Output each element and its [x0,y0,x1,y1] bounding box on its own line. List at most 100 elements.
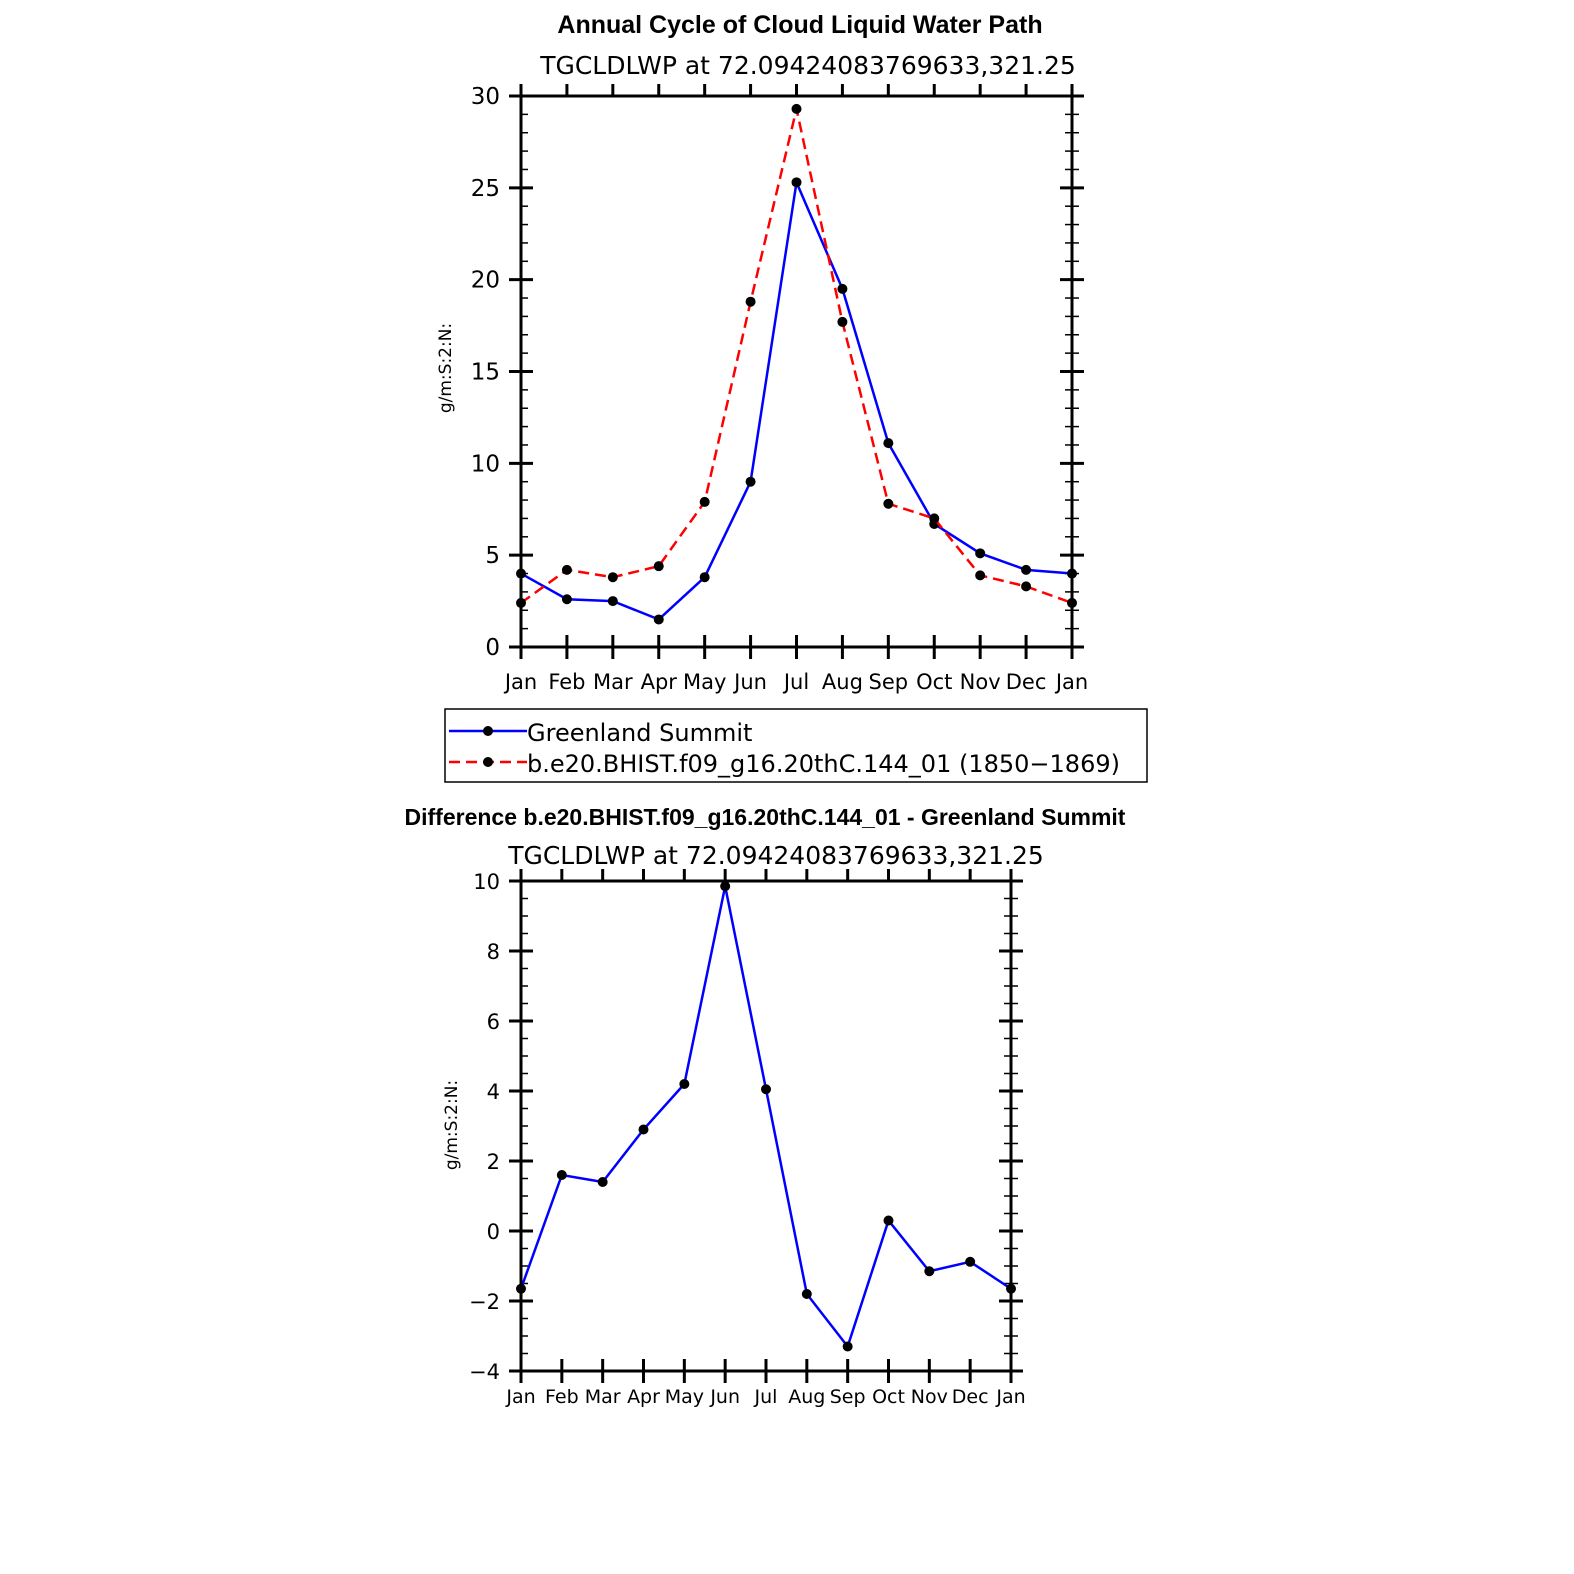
x-tick-label: Jul [754,1386,778,1408]
y-tick-label: 25 [471,176,500,202]
x-tick-label: Jan [1054,670,1088,694]
series-group [516,103,1077,625]
y-tick-label: 10 [471,451,500,477]
data-point [761,1084,771,1095]
legend-box [444,708,1148,783]
chart-subtitle: TGCLDLWP at 72.09424083769633,321.25 [539,51,1076,80]
data-point [924,1266,935,1277]
data-point [638,1124,649,1135]
series-line [520,177,1073,621]
y-tick-labels: 0 5 10 15 20 25 30 [471,84,500,661]
y-tick-label: 10 [473,870,500,894]
data-point [745,296,756,307]
data-point [653,561,664,572]
data-point [597,1177,608,1187]
data-point [607,596,618,607]
data-point [607,572,618,583]
x-tick-label: Oct [916,670,952,694]
x-tick-label: Mar [585,1386,621,1408]
data-point [653,614,664,625]
data-point [1021,564,1032,575]
difference-chart: Difference b.e20.BHIST.f09_g16.20thC.144… [405,804,1126,1408]
x-tick-label: Sep [830,1386,866,1408]
chart-subtitle: TGCLDLWP at 72.09424083769633,321.25 [507,841,1044,870]
data-point [1021,581,1032,592]
data-point [837,316,848,327]
legend-marker-greenland [483,726,493,736]
ticks [509,84,1084,659]
data-point [699,496,710,507]
data-point [791,177,802,188]
x-tick-label: Jan [503,670,537,694]
y-tick-labels: −4 −2 0 2 4 6 8 10 [469,870,500,1384]
x-tick-label: Aug [822,670,863,694]
chart-title: Annual Cycle of Cloud Liquid Water Path [557,11,1042,39]
plot-frame [519,94,1074,649]
data-point [883,498,894,509]
y-axis-label: g/m:S:2:N: [436,323,456,413]
y-tick-label: 0 [487,1220,500,1244]
y-tick-label: 4 [487,1080,500,1104]
x-tick-labels: Jan Feb Mar Apr May Jun Jul Aug Sep Oct Nov Dec Jan [505,1386,1025,1408]
data-point [975,548,986,559]
data-point [561,564,572,575]
legend: Greenland Summit b.e20.BHIST.f09_g16.20t… [444,708,1148,783]
series-line [519,885,1012,1350]
y-axis-label: g/m:S:2:N: [442,1080,462,1170]
y-tick-label: 15 [471,360,500,386]
y-tick-label: −4 [469,1360,500,1384]
data-point [975,570,986,581]
x-tick-label: Nov [960,670,1001,694]
series-group [516,881,1016,1352]
data-point [883,438,894,449]
data-point [561,594,572,605]
annual-cycle-chart: Annual Cycle of Cloud Liquid Water Path … [436,11,1088,694]
ticks [509,869,1023,1383]
y-tick-label: −2 [469,1290,500,1314]
legend-marker-model [483,757,493,767]
x-tick-label: Apr [627,1386,660,1408]
data-point [883,1215,894,1226]
data-point [745,476,756,487]
x-tick-label: Sep [869,670,909,694]
data-point [837,283,848,294]
x-tick-label: Apr [641,670,678,694]
x-tick-label: Dec [952,1386,989,1408]
x-tick-labels: Jan Feb Mar Apr May Jun Jul Aug Sep Oct Nov Dec Jan [503,670,1088,694]
data-point [791,103,802,114]
data-point [720,881,731,892]
x-tick-label: Jan [995,1386,1025,1408]
x-tick-label: Aug [788,1386,825,1408]
y-tick-label: 6 [487,1010,500,1034]
data-point [556,1170,567,1180]
x-tick-label: May [665,1386,704,1408]
y-tick-label: 5 [485,543,500,569]
x-tick-label: Feb [545,1386,579,1408]
x-tick-label: Jul [782,670,809,694]
x-tick-label: Feb [548,670,585,694]
x-tick-label: Jun [732,670,767,694]
data-point [929,513,940,524]
y-tick-label: 0 [485,635,500,661]
plot-frame [519,879,1013,1373]
x-tick-label: Nov [911,1386,948,1408]
x-tick-label: Oct [872,1386,905,1408]
legend-label-greenland: Greenland Summit [527,719,752,747]
x-tick-label: Jun [709,1386,740,1408]
x-tick-label: Dec [1006,670,1047,694]
x-tick-label: Mar [593,670,633,694]
data-point [679,1079,690,1089]
y-tick-label: 2 [487,1150,500,1174]
data-point [801,1289,812,1299]
data-point [699,572,710,583]
x-tick-label: May [683,670,726,694]
chart-title: Difference b.e20.BHIST.f09_g16.20thC.144… [405,804,1126,830]
data-point [842,1341,853,1352]
y-tick-label: 30 [471,84,500,110]
legend-label-model: b.e20.BHIST.f09_g16.20thC.144_01 (1850−1… [527,750,1120,778]
x-tick-label: Jan [505,1386,535,1408]
data-point [965,1256,976,1267]
y-tick-label: 20 [471,268,500,294]
y-tick-label: 8 [487,940,500,964]
